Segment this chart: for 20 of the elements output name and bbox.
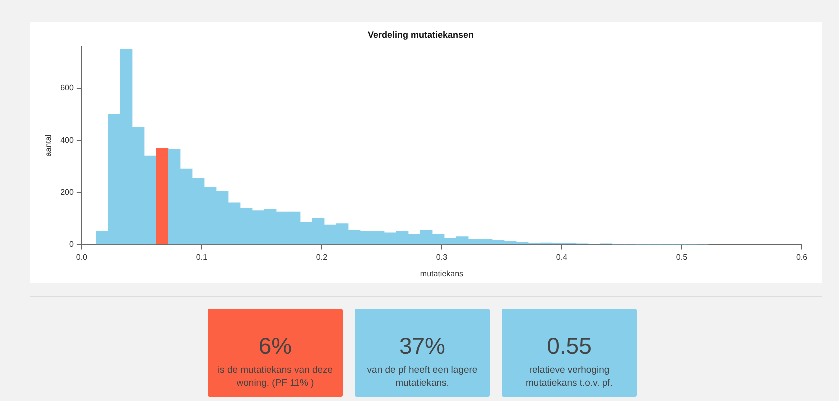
text: 6% [258,333,294,359]
x-tick-label: 0.6 [796,252,808,262]
text: relatieve verhoging mutatiekans t.o.v. pf. [525,364,614,390]
x-tick-label: 0.1 [196,252,208,262]
y-tick-label: 200 [60,188,74,197]
text: is de mutatiekans van deze woning. (PF 11% ) [216,364,334,390]
x-tick-label: 0.5 [676,252,688,262]
y-axis-title: aantal [44,134,54,157]
x-axis-title: mutatiekans [420,269,464,278]
text: 0.55 [546,333,593,359]
text: 37% [398,333,447,359]
x-tick-label: 0.4 [556,252,568,262]
y-tick-label: 600 [60,84,74,93]
chart-title: Verdeling mutatiekansen [368,30,474,40]
x-tick-label: 0.0 [76,252,88,262]
x-tick-label: 0.3 [436,252,448,262]
x-tick-label: 0.2 [316,252,328,262]
y-tick-label: 0 [69,240,74,250]
y-tick-label: 400 [60,136,74,145]
text: van de pf heeft een lagere mutatiekans. [366,364,479,390]
